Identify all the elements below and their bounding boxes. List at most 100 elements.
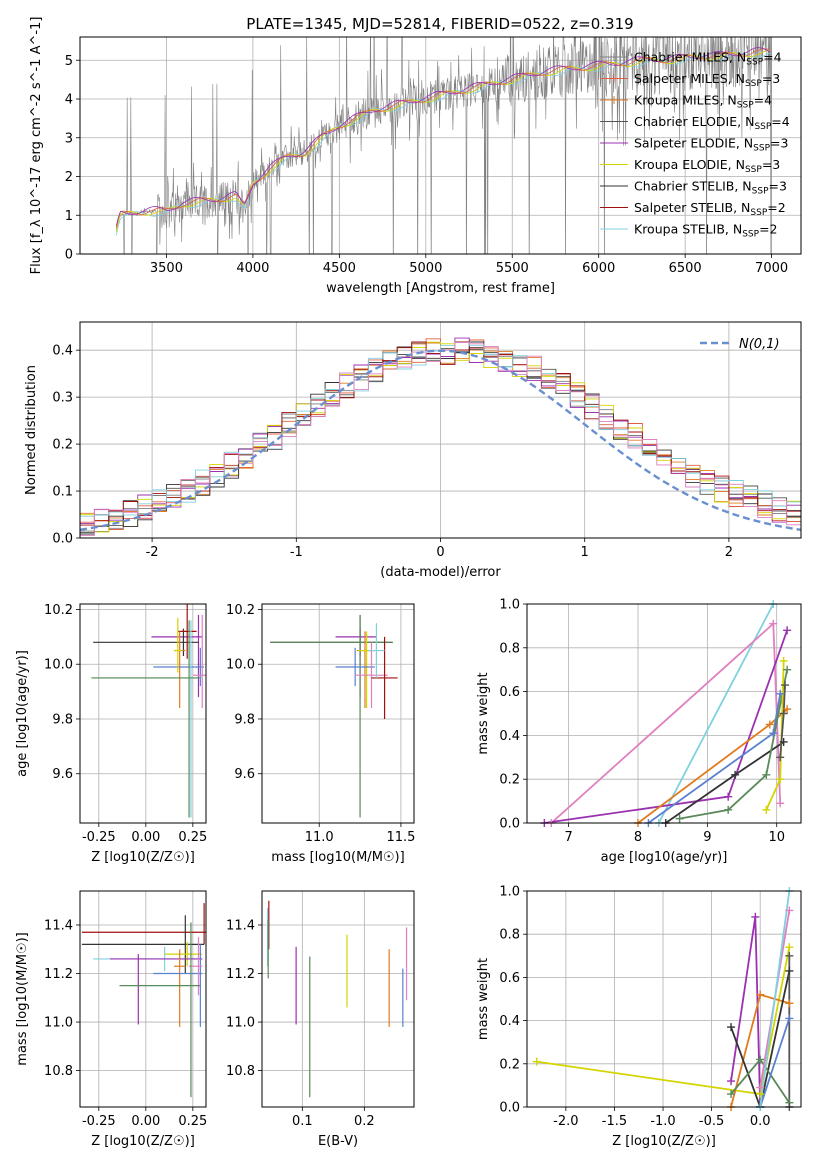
x-tick-label: 8 bbox=[634, 830, 642, 845]
axes-frame bbox=[261, 603, 415, 824]
panel-age_vs_Z: -0.25 0.00 0.25 9.6 9.8 10.0 10.2 Z [log10(Z/Z☉… bbox=[15, 603, 207, 865]
x-tick-label: 3500 bbox=[150, 261, 183, 276]
y-tick-label: 9.8 bbox=[52, 712, 73, 727]
weight-point-marker bbox=[785, 966, 794, 975]
y-tick-label: 11.4 bbox=[44, 918, 73, 933]
normal-curve-line bbox=[80, 349, 801, 531]
weight-point-marker bbox=[779, 737, 788, 746]
y-tick-label: 0.4 bbox=[499, 1014, 520, 1029]
x-axis-label: Z [log10(Z/Z☉)] bbox=[91, 850, 195, 865]
y-axis-label: Normed distribution bbox=[24, 365, 39, 495]
legend-label: Salpeter ELODIE, NSSP=3 bbox=[634, 136, 788, 154]
y-tick-label: 3 bbox=[65, 131, 73, 146]
x-axis-label: (data-model)/error bbox=[380, 565, 501, 580]
weight-point-marker bbox=[769, 729, 778, 738]
legend-label: Kroupa MILES, NSSP=4 bbox=[634, 93, 772, 111]
y-tick-label: 10.2 bbox=[44, 603, 73, 618]
y-tick-label: 0.0 bbox=[499, 817, 520, 832]
y-tick-label: 0.0 bbox=[499, 1101, 520, 1116]
x-tick-label: -0.25 bbox=[82, 830, 116, 845]
x-tick-label: 5500 bbox=[496, 261, 529, 276]
x-tick-label: 1 bbox=[581, 545, 589, 560]
x-tick-label: 0 bbox=[436, 545, 444, 560]
y-tick-label: 4 bbox=[65, 93, 73, 108]
plot-area bbox=[80, 337, 801, 536]
plot-area bbox=[91, 604, 206, 818]
histogram-step-line bbox=[80, 341, 801, 517]
y-tick-label: 0.0 bbox=[52, 532, 73, 547]
x-tick-label: 6000 bbox=[582, 261, 615, 276]
x-tick-label: 6500 bbox=[669, 261, 702, 276]
y-tick-label: 0.4 bbox=[499, 729, 520, 744]
y-tick-label: 11.0 bbox=[226, 1016, 255, 1031]
x-tick-label: -2.0 bbox=[553, 1114, 578, 1129]
x-axis-label: Z [log10(Z/Z☉)] bbox=[91, 1134, 195, 1149]
panel-mass_vs_ebv: 0.1 0.2 10.8 11.0 11.2 11.4 E(B-V) bbox=[226, 890, 415, 1149]
weight-point-marker bbox=[776, 799, 785, 808]
weight-series-line bbox=[759, 891, 791, 1107]
weight-point-marker bbox=[724, 792, 733, 801]
x-tick-label: 0.0 bbox=[750, 1114, 771, 1129]
x-tick-label: -1.0 bbox=[650, 1114, 675, 1129]
axes-frame bbox=[79, 36, 802, 255]
plot-area bbox=[266, 900, 408, 1098]
weight-point-marker bbox=[776, 775, 785, 784]
y-tick-label: 10.8 bbox=[44, 1064, 73, 1079]
x-tick-label: 4500 bbox=[323, 261, 356, 276]
y-tick-label: 11.2 bbox=[44, 967, 73, 982]
axes-frame bbox=[261, 890, 415, 1108]
x-tick-label: 11.5 bbox=[386, 830, 415, 845]
weight-point-marker bbox=[785, 1014, 794, 1023]
weight-point-marker bbox=[779, 656, 788, 665]
y-axis-label: age [log10(age/yr)] bbox=[15, 650, 30, 777]
panel-residual_hist: -2 -1 0 1 2 0.0 0.1 0.2 0.3 0.4 (data-model)/error… bbox=[24, 321, 802, 580]
x-tick-label: 7000 bbox=[755, 261, 788, 276]
weight-point-marker bbox=[783, 705, 792, 714]
weight-point-marker bbox=[532, 1057, 541, 1066]
x-tick-label: 0.25 bbox=[178, 830, 207, 845]
y-axis-label: Flux [f_λ 10^-17 erg cm^-2 s^-1 A^-1] bbox=[29, 17, 44, 275]
x-tick-label: 11.0 bbox=[305, 830, 334, 845]
y-tick-label: 5 bbox=[65, 54, 73, 69]
y-tick-label: 11.0 bbox=[44, 1016, 73, 1031]
x-axis-label: mass [log10(M/M☉)] bbox=[271, 850, 404, 865]
weight-point-marker bbox=[765, 720, 774, 729]
y-axis-label: mass [log10(M/M☉)] bbox=[15, 932, 30, 1065]
observed-spectrum-line bbox=[116, 37, 772, 254]
y-tick-label: 9.8 bbox=[234, 712, 255, 727]
legend-label: Kroupa STELIB, NSSP=2 bbox=[634, 222, 778, 240]
weight-point-marker bbox=[762, 805, 771, 814]
y-tick-label: 11.4 bbox=[226, 918, 255, 933]
y-tick-label: 1 bbox=[65, 209, 73, 224]
axes-frame bbox=[526, 890, 802, 1108]
x-tick-label: -0.25 bbox=[82, 1114, 116, 1129]
x-axis-label: Z [log10(Z/Z☉)] bbox=[612, 1134, 716, 1149]
y-tick-label: 0 bbox=[65, 248, 73, 263]
weight-point-marker bbox=[727, 1077, 736, 1086]
x-tick-label: -0.5 bbox=[699, 1114, 724, 1129]
plot-area bbox=[270, 614, 398, 818]
x-tick-label: -1.5 bbox=[602, 1114, 627, 1129]
panel-weight_vs_age: 7 8 9 10 0.0 0.2 0.4 0.6 0.8 1.0 age [log10(age/yr… bbox=[476, 598, 802, 865]
axes-frame bbox=[79, 603, 207, 824]
weight-point-marker bbox=[785, 999, 794, 1008]
weight-point-marker bbox=[727, 1023, 736, 1032]
y-tick-label: 9.6 bbox=[52, 767, 73, 782]
y-tick-label: 1.0 bbox=[499, 885, 520, 900]
axes-frame bbox=[526, 603, 802, 824]
weight-point-marker bbox=[785, 951, 794, 960]
weight-series-line bbox=[544, 629, 788, 823]
weight-point-marker bbox=[783, 626, 792, 635]
y-tick-label: 0.4 bbox=[52, 344, 73, 359]
y-tick-label: 9.6 bbox=[234, 767, 255, 782]
panel-spectrum: 3500 4000 4500 5000 5500 6000 6500 7000 0 1 2 3 4 5 wa… bbox=[29, 17, 802, 296]
x-axis-label: age [log10(age/yr)] bbox=[601, 850, 728, 865]
weight-point-marker bbox=[776, 689, 785, 698]
weight-point-marker bbox=[783, 665, 792, 674]
weight-series-line bbox=[759, 1018, 791, 1107]
x-tick-label: 5000 bbox=[409, 261, 442, 276]
x-tick-label: 4000 bbox=[236, 261, 269, 276]
y-tick-label: 0.6 bbox=[499, 971, 520, 986]
x-tick-label: 9 bbox=[703, 830, 711, 845]
weight-point-marker bbox=[762, 770, 771, 779]
